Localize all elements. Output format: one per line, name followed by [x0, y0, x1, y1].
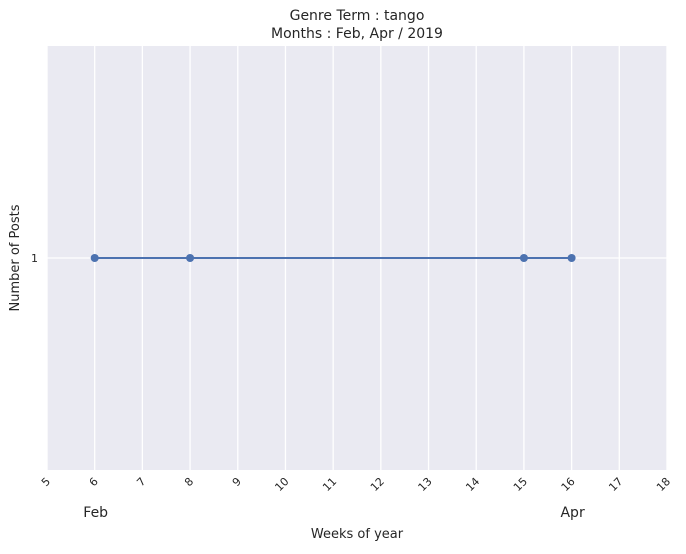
- month-label: Feb: [83, 505, 108, 521]
- chart-title-line-2: Months : Feb, Apr / 2019: [271, 26, 443, 42]
- x-tick-label: 11: [320, 475, 339, 494]
- y-tick-labels: 1: [31, 252, 38, 265]
- x-tick-labels: 5 6 7 8 9 10 11 12 13 14 15 16 17 18: [39, 475, 673, 494]
- x-tick-label: 10: [272, 475, 291, 494]
- y-tick-label: 1: [31, 252, 38, 265]
- x-tick-label: 8: [182, 475, 196, 489]
- y-axis-label: Number of Posts: [8, 204, 23, 311]
- x-tick-label: 6: [87, 475, 101, 489]
- x-tick-label: 5: [39, 475, 53, 489]
- x-tick-label: 12: [368, 475, 387, 494]
- data-point: [567, 254, 576, 262]
- chart-title-line-1: Genre Term : tango: [290, 8, 425, 24]
- month-labels: Feb Apr: [83, 505, 585, 521]
- series: [90, 254, 576, 262]
- x-tick-label: 16: [559, 475, 578, 494]
- x-axis-label: Weeks of year: [311, 527, 404, 542]
- month-label: Apr: [560, 505, 584, 521]
- data-point: [186, 254, 195, 262]
- data-point: [90, 254, 99, 262]
- x-tick-label: 13: [416, 475, 435, 494]
- x-tick-label: 14: [463, 475, 482, 494]
- x-tick-label: 7: [134, 475, 148, 489]
- x-tick-label: 17: [606, 475, 625, 494]
- x-tick-label: 15: [511, 475, 530, 494]
- data-point: [519, 254, 528, 262]
- x-tick-label: 18: [654, 475, 673, 494]
- x-tick-label: 9: [230, 475, 244, 489]
